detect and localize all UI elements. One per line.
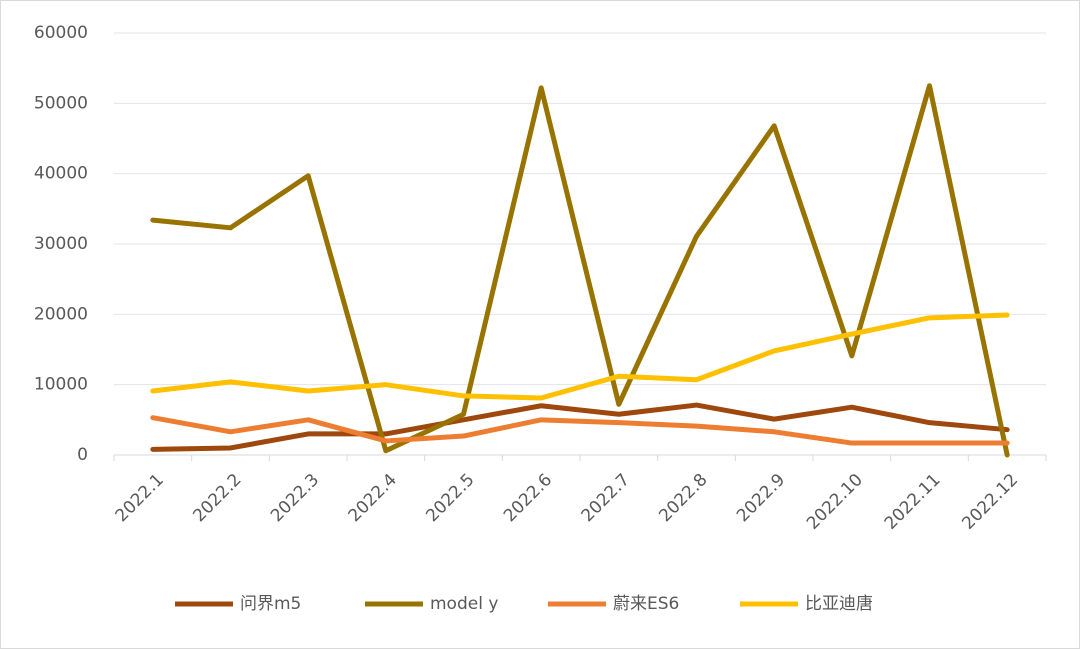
legend-label: 问界m5 [240, 594, 301, 614]
y-tick-label: 50000 [34, 93, 88, 113]
y-tick-label: 60000 [34, 23, 88, 43]
legend-label: model y [430, 594, 498, 614]
legend-label: 比亚迪唐 [805, 593, 873, 614]
series-line [150, 83, 1010, 458]
legend-label: 蔚来ES6 [613, 594, 679, 614]
y-tick-label: 0 [77, 445, 88, 465]
y-tick-label: 10000 [34, 375, 88, 395]
y-tick-label: 30000 [34, 234, 88, 254]
series-line [150, 312, 1010, 401]
y-tick-label: 40000 [34, 164, 88, 184]
y-tick-label: 20000 [34, 304, 88, 324]
series-line [150, 415, 1010, 446]
series-line [150, 402, 1010, 452]
